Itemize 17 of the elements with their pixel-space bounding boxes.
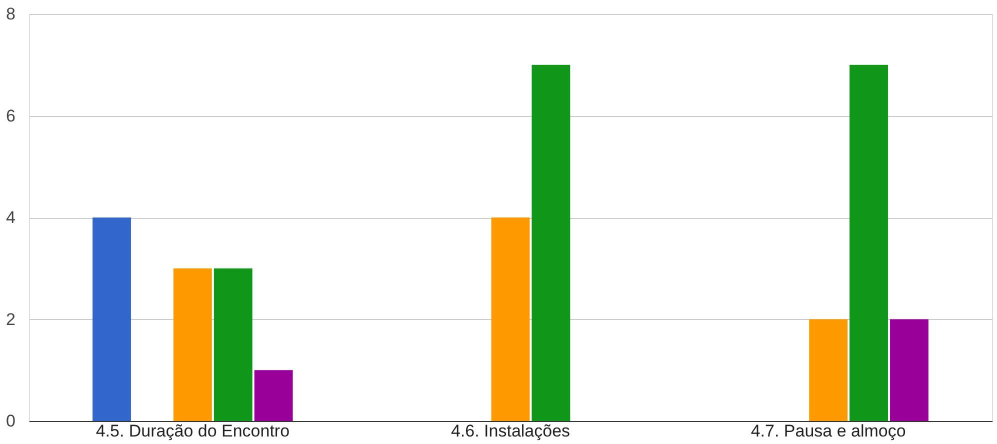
y-tick-label: 4 xyxy=(6,208,16,227)
y-tick-label: 6 xyxy=(6,106,16,126)
bar xyxy=(254,370,293,421)
x-tick-label: 4.5. Duração do Encontro xyxy=(96,422,290,440)
bar xyxy=(173,268,212,421)
x-tick-label: 4.7. Pausa e almoço xyxy=(750,422,906,440)
bar xyxy=(491,218,530,421)
bar xyxy=(809,319,848,421)
y-tick-label: 0 xyxy=(6,412,16,430)
y-tick-label: 8 xyxy=(6,4,16,24)
x-tick-label: 4.6. Instalações xyxy=(450,422,570,440)
bar xyxy=(890,319,928,421)
bar xyxy=(92,218,131,421)
y-tick-label: 2 xyxy=(6,310,16,329)
bar xyxy=(532,64,570,421)
bar xyxy=(214,268,252,421)
bar xyxy=(850,64,888,421)
